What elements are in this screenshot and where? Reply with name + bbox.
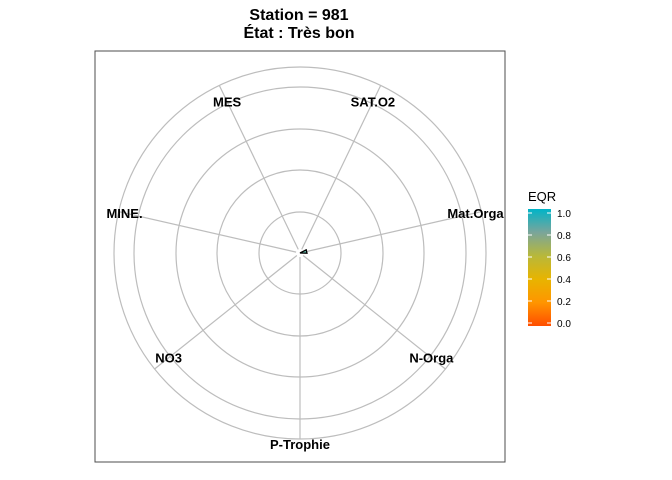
axis-spoke [154, 255, 298, 370]
legend-tick-label: 0.4 [557, 275, 571, 286]
legend: EQR 0.0 0.2 0.4 0.6 0.8 1.0 [528, 189, 571, 330]
legend-colorbar [528, 209, 551, 326]
legend-tick-label: 0.0 [557, 319, 571, 330]
panel-border [94, 50, 506, 463]
legend-tick-label: 0.2 [557, 297, 571, 308]
axis-label: Mat.Orga [447, 206, 504, 221]
legend-tick-label: 0.8 [557, 231, 571, 242]
chart-subtitle: État : Très bon [243, 23, 354, 42]
axis-spoke [301, 85, 382, 250]
axis-spoke [303, 211, 482, 253]
legend-title: EQR [528, 189, 556, 204]
axis-labels: MES SAT.O2 Mat.Orga N-Orga P-Trophie NO3 MINE. [106, 95, 504, 452]
axis-spoke [302, 255, 446, 370]
legend-tick-label: 0.6 [557, 253, 571, 264]
axis-label: N-Orga [409, 351, 454, 366]
axis-spoke [118, 211, 297, 253]
chart-title: Station = 981 [249, 7, 348, 24]
data-mark [299, 248, 308, 254]
axis-spoke [218, 85, 299, 250]
axis-label: MINE. [106, 206, 142, 221]
axis-label: NO3 [155, 351, 182, 366]
data-marks [299, 248, 308, 254]
legend-ticks: 0.0 0.2 0.4 0.6 0.8 1.0 [528, 209, 571, 330]
legend-tick-label: 1.0 [557, 209, 571, 220]
axis-spokes [118, 85, 482, 439]
axis-label: MES [213, 95, 242, 110]
axis-label: P-Trophie [270, 437, 330, 452]
axis-label: SAT.O2 [351, 95, 396, 110]
